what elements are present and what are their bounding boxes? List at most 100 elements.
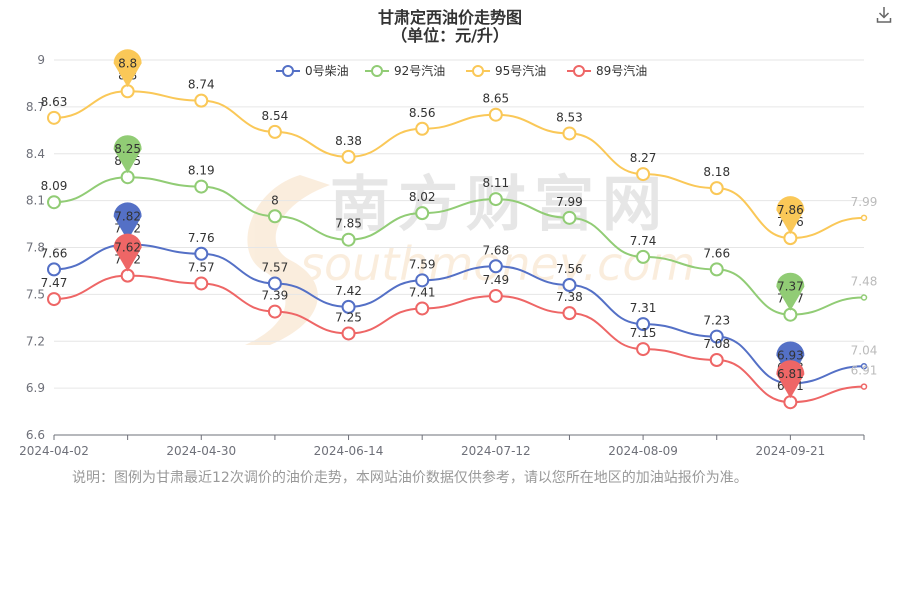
data-point [636,317,651,332]
max-marker: 7.62 [113,233,142,272]
legend-label: 95号汽油 [495,63,546,78]
data-point [562,210,577,225]
y-tick-label: 6.9 [26,381,45,395]
data-point [709,329,724,344]
data-label: 7.74 [630,234,657,248]
data-point [860,214,868,222]
data-point [415,273,430,288]
data-point [415,301,430,316]
chart-note: 说明：图例为甘肃最近12次调价的油价走势，本网站油价数据仅供参考，请以您所在地区… [72,470,748,486]
data-label: 8.65 [482,92,509,106]
data-point [194,93,209,108]
legend-label: 92号汽油 [394,63,445,78]
data-label: 8.11 [482,176,509,190]
data-label: 7.66 [703,246,730,260]
data-point [709,353,724,367]
marker-pin [113,202,142,241]
data-label: 7.39 [262,289,289,303]
data-point [488,259,503,274]
data-point [194,276,209,291]
data-point [562,278,577,292]
legend-symbol [472,65,484,77]
y-tick-label: 7.8 [26,241,45,255]
data-label: 7.56 [556,262,583,276]
data-point [415,206,430,221]
legend-label: 0号柴油 [305,64,349,78]
y-tick-label: 7.5 [26,287,45,301]
data-label: 8.27 [630,151,657,165]
chart-subtitle: （单位：元/升） [391,26,509,45]
y-tick-label: 6.6 [26,428,45,442]
x-tick-label: 2024-07-12 [461,444,531,458]
watermark: 南方财富网southmoney.com [245,170,695,345]
data-label: 7.57 [188,260,215,274]
data-point [194,179,209,194]
data-label: 8.09 [41,179,68,193]
y-tick-label: 8.7 [26,100,45,114]
series-diesel0: 7.66 7.82 7.76 7.57 7.42 7.59 7.68 7.56 7.31 7.23… [41,202,878,391]
data-point [709,181,724,196]
marker-pin [113,49,142,88]
data-point [47,262,61,277]
data-point [47,292,61,307]
data-point [488,288,503,303]
data-point [341,326,356,341]
legend-label: 89号汽油 [596,63,647,78]
marker-label: 7.37 [777,280,804,294]
data-label: 7.49 [482,273,509,287]
legend: 0号柴油 92号汽油 95号汽油 89号汽油 [276,63,647,78]
marker-label: 6.81 [777,367,804,381]
data-label: 7.99 [556,195,583,209]
max-marker: 8.8 [113,49,142,88]
data-label: 7.42 [335,284,362,298]
data-label: 8.02 [409,190,436,204]
data-label: 7.04 [851,343,878,357]
download-icon[interactable] [876,6,892,24]
data-point [341,299,356,314]
data-label: 8.56 [409,106,436,120]
data-label: 7.41 [409,285,436,299]
legend-item[interactable]: 95号汽油 [466,63,546,78]
marker-pin [776,196,805,235]
legend-symbol [573,65,585,77]
data-label: 7.38 [556,290,583,304]
data-point [636,342,651,357]
x-tick-label: 2024-06-14 [314,444,384,458]
legend-item[interactable]: 92号汽油 [365,63,445,78]
data-label: 7.99 [851,195,878,209]
data-label: 7.08 [703,337,730,351]
data-label: 7.25 [335,310,362,324]
data-point [562,306,577,321]
chart-title: 甘肃定西油价走势图 [377,8,522,27]
min-marker: 7.37 [776,272,805,311]
x-tick-label: 2024-04-02 [19,444,89,458]
data-label: 7.23 [703,314,730,328]
y-tick-label: 9 [37,53,45,67]
data-point [267,304,282,319]
data-label: 7.66 [41,246,68,260]
x-tick-label: 2024-04-30 [166,444,236,458]
legend-symbol [371,65,383,77]
data-label: 8.38 [335,134,362,148]
data-label: 7.59 [409,257,436,271]
data-label: 8.63 [41,95,68,109]
data-label: 8.18 [703,165,730,179]
data-label: 7.85 [335,217,362,231]
series-gas89: 7.47 7.62 7.57 7.39 7.25 7.41 7.49 7.38 7.15 7.08… [41,233,877,410]
data-point [636,167,651,182]
data-point [415,121,430,136]
data-label: 7.68 [482,243,509,257]
legend-item[interactable]: 89号汽油 [567,63,647,78]
price-trend-chart: 南方财富网southmoney.com 6.6 6.9 7.2 7.5 7.8 8.1 8.4… [19,49,878,458]
series-gas92: 8.09 8.25 8.19 8 7.85 8.02 8.11 7.99 7.74 7.66 7.3… [41,135,877,322]
legend-item[interactable]: 0号柴油 [276,64,349,78]
data-label: 8.19 [188,164,215,178]
y-tick-label: 7.2 [26,334,45,348]
min-marker: 7.86 [776,196,805,235]
data-point [267,276,282,291]
marker-label: 7.82 [114,209,141,223]
min-marker: 6.81 [776,360,805,399]
data-point [488,192,503,207]
marker-pin [776,360,805,399]
marker-label: 8.25 [114,142,141,156]
